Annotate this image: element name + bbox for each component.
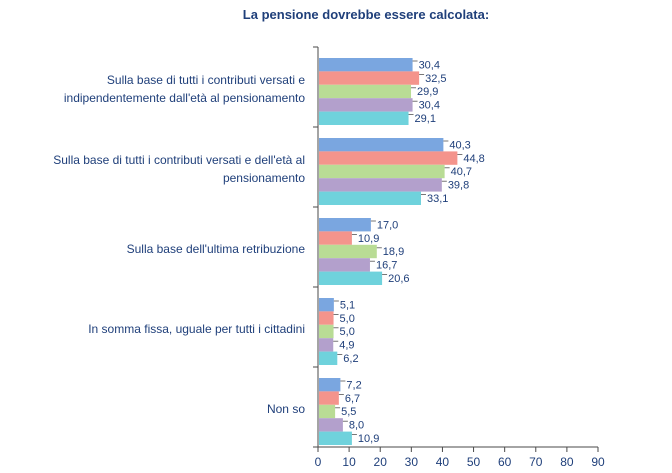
data-label: 39,8: [448, 180, 469, 192]
bar-mark: [319, 164, 445, 179]
axis-layer: 0 10 20 30 40 50 60 70 80 90: [313, 46, 605, 469]
x-tick-label: 30: [405, 455, 419, 469]
data-label: 18,9: [383, 246, 404, 258]
x-tick-label: 70: [529, 455, 543, 469]
data-label: 6,7: [345, 393, 360, 405]
data-label: 20,6: [388, 273, 409, 285]
data-label: 10,9: [358, 233, 379, 245]
bar-mark: [319, 58, 413, 72]
x-tick-label: 40: [436, 455, 450, 469]
category-label: Sulla base dell'ultima retribuzione: [127, 242, 306, 256]
category-label: Sulla base di tutti i contributi versati…: [64, 73, 305, 105]
data-label: 40,3: [449, 139, 470, 151]
bar-mark: [319, 391, 339, 405]
bar-mark: [319, 151, 458, 165]
bar-mark: [319, 111, 409, 125]
bar-mark: [319, 311, 334, 325]
data-label: 16,7: [376, 260, 397, 272]
data-label: 7,2: [346, 379, 361, 391]
bar-mark: [319, 138, 444, 152]
bar-mark: [319, 404, 336, 419]
data-label: 8,0: [349, 420, 364, 432]
data-label: 17,0: [377, 219, 398, 231]
bar-mark: [319, 231, 352, 245]
bar-mark: [319, 338, 334, 352]
bar-mark: [319, 351, 338, 365]
bar-mark: [319, 178, 442, 192]
data-label: 5,0: [340, 313, 355, 325]
bar-mark: [319, 271, 383, 285]
bar-mark: [319, 84, 412, 99]
data-label: 33,1: [427, 193, 448, 205]
data-label: 6,2: [343, 353, 358, 365]
bar-mark: [319, 218, 371, 232]
x-tick-label: 80: [560, 455, 574, 469]
data-label: 29,9: [417, 86, 438, 98]
data-label: 10,9: [358, 433, 379, 445]
data-label: 44,8: [463, 153, 484, 165]
x-tick-label: 20: [374, 455, 388, 469]
data-label: 5,5: [341, 406, 356, 418]
data-label: 32,5: [425, 73, 446, 85]
x-tick-label: 90: [591, 455, 605, 469]
bar-mark: [319, 191, 421, 205]
data-label: 30,4: [419, 59, 440, 71]
data-label: 40,7: [451, 166, 472, 178]
bar-mark: [319, 244, 377, 259]
data-label: 30,4: [419, 100, 440, 112]
data-label: 29,1: [415, 113, 436, 125]
chart-title: La pensione dovrebbe essere calcolata:: [243, 7, 489, 22]
bar-mark: [319, 298, 334, 312]
data-label: 5,0: [340, 326, 355, 338]
bar-mark: [319, 378, 341, 392]
category-label: Sulla base di tutti i contributi versati…: [53, 153, 305, 185]
bar-mark: [319, 431, 352, 445]
x-tick-label: 0: [315, 455, 322, 469]
bar-mark: [319, 324, 334, 339]
data-label: 5,1: [340, 299, 355, 311]
bar-mark: [319, 258, 370, 272]
bar-mark: [319, 418, 343, 432]
category-label: In somma fissa, uguale per tutti i citta…: [88, 322, 305, 336]
category-label: Non so: [267, 402, 305, 416]
bar-mark: [319, 98, 413, 112]
x-tick-label: 10: [342, 455, 356, 469]
x-tick-label: 60: [498, 455, 512, 469]
x-tick-label: 50: [467, 455, 481, 469]
data-label: 4,9: [339, 340, 354, 352]
bar-mark: [319, 71, 420, 85]
